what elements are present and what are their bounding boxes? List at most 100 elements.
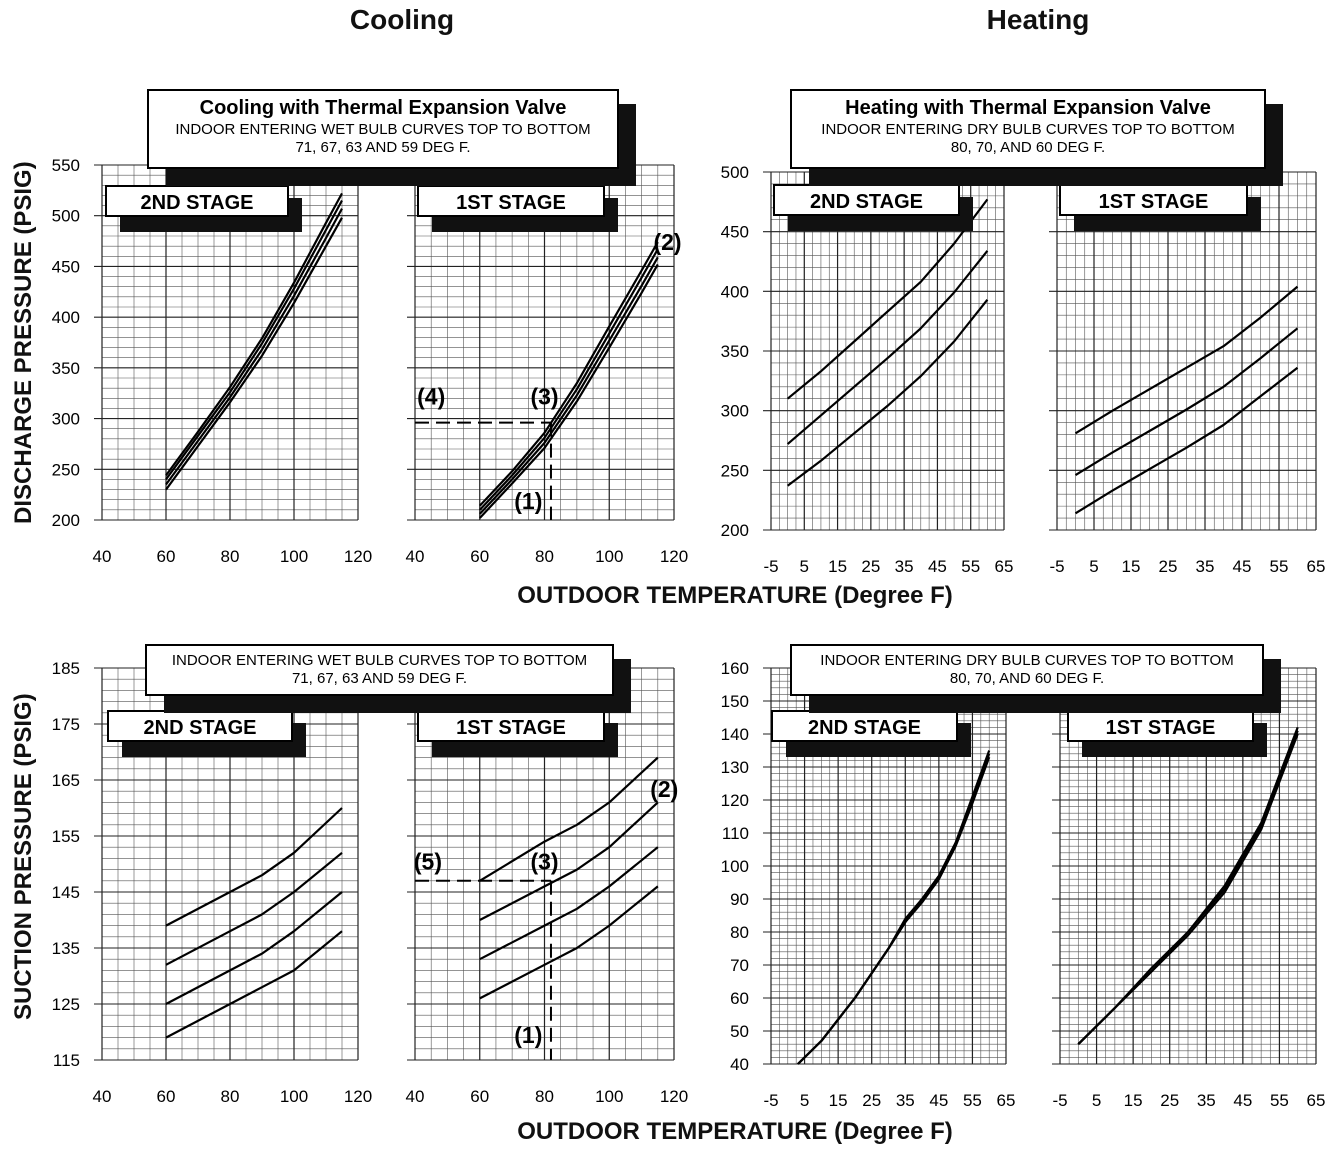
chart-subtitle: INDOOR ENTERING WET BULB CURVES TOP TO B… [172, 652, 587, 669]
x-tick-label: 120 [660, 1087, 688, 1106]
x-tick-label: 45 [929, 1091, 948, 1110]
chart-subtitle: INDOOR ENTERING DRY BULB CURVES TOP TO B… [820, 652, 1233, 669]
x-tick-label: 40 [406, 547, 425, 566]
stage-label: 2ND STAGE [808, 717, 921, 739]
y-tick-label: 400 [721, 282, 749, 301]
series-line-2 [478, 248, 659, 511]
x-tick-label: 35 [1197, 1091, 1216, 1110]
x-tick-label: 40 [406, 1087, 425, 1106]
outdoor-temp-axis-title-top: OUTDOOR TEMPERATURE (Degree F) [517, 582, 953, 609]
title-box [790, 644, 1264, 696]
y-tick-label: 500 [721, 163, 749, 182]
annotation-label: (5) [414, 849, 442, 875]
series-line-1 [479, 756, 659, 882]
y-tick-label: 40 [730, 1055, 749, 1074]
y-tick-label: 450 [721, 223, 749, 242]
x-tick-label: 55 [1270, 1091, 1289, 1110]
stage-label: 1ST STAGE [1099, 191, 1209, 213]
series-line-3 [797, 750, 991, 1065]
y-tick-label: 130 [721, 758, 749, 777]
x-tick-label: 60 [157, 547, 176, 566]
series-line-1 [1074, 285, 1299, 435]
title-box [145, 644, 614, 696]
stage-label: 1ST STAGE [1106, 717, 1216, 739]
x-tick-label: 15 [1124, 1091, 1143, 1110]
x-tick-label: 35 [1196, 557, 1215, 576]
x-tick-label: 100 [280, 547, 308, 566]
series-line-3 [786, 299, 989, 487]
chart-subtitle: 71, 67, 63 AND 59 DEG F. [292, 670, 467, 687]
y-tick-label: 135 [52, 939, 80, 958]
chart-subtitle: 80, 70, AND 60 DEG F. [950, 670, 1104, 687]
y-tick-label: 185 [52, 659, 80, 678]
y-tick-label: 250 [721, 461, 749, 480]
stage-label: 2ND STAGE [810, 191, 923, 213]
x-tick-label: 100 [595, 547, 623, 566]
x-tick-label: 100 [280, 1087, 308, 1106]
stage-label-box [1067, 710, 1254, 742]
annotation-label: (4) [417, 383, 445, 409]
x-tick-label: 80 [535, 1087, 554, 1106]
annotation-label: (2) [653, 229, 681, 255]
stage-label-box [771, 710, 958, 742]
x-tick-label: 100 [595, 1087, 623, 1106]
x-tick-label: 45 [1233, 557, 1252, 576]
x-tick-label: 60 [470, 547, 489, 566]
chart-subtitle: INDOOR ENTERING WET BULB CURVES TOP TO B… [175, 121, 590, 138]
chart-subtitle: INDOOR ENTERING DRY BULB CURVES TOP TO B… [821, 121, 1234, 138]
x-tick-label: 80 [221, 1087, 240, 1106]
chart-subtitle: 80, 70, AND 60 DEG F. [951, 139, 1105, 156]
series-line-2 [479, 801, 659, 921]
x-tick-label: 25 [861, 557, 880, 576]
x-tick-label: 65 [1307, 557, 1326, 576]
x-tick-label: 25 [862, 1091, 881, 1110]
annotation-label: (3) [530, 849, 558, 875]
x-tick-label: 80 [221, 547, 240, 566]
outdoor-temp-axis-title-bottom: OUTDOOR TEMPERATURE (Degree F) [517, 1118, 953, 1145]
stage-label-box [1059, 184, 1248, 216]
series-line-3 [1077, 727, 1299, 1045]
y-tick-label: 500 [52, 207, 80, 226]
annotation-label: (3) [530, 383, 558, 409]
stage-label: 1ST STAGE [456, 717, 566, 739]
x-tick-label: 45 [1233, 1091, 1252, 1110]
y-tick-label: 350 [721, 342, 749, 361]
y-tick-label: 155 [52, 827, 80, 846]
x-tick-label: 60 [470, 1087, 489, 1106]
x-tick-label: -5 [1049, 557, 1064, 576]
x-tick-label: 35 [896, 1091, 915, 1110]
x-tick-label: 5 [1089, 557, 1098, 576]
x-tick-label: 60 [157, 1087, 176, 1106]
y-tick-label: 50 [730, 1022, 749, 1041]
x-tick-label: 5 [800, 1091, 809, 1110]
series-line-4 [165, 217, 343, 491]
x-tick-label: 15 [1122, 557, 1141, 576]
x-tick-label: 15 [828, 557, 847, 576]
y-tick-label: 150 [721, 692, 749, 711]
x-tick-label: 40 [93, 547, 112, 566]
y-tick-label: 90 [730, 890, 749, 909]
series-line-4 [165, 930, 343, 1039]
x-tick-label: 45 [928, 557, 947, 576]
x-tick-label: 25 [1159, 557, 1178, 576]
x-tick-label: 5 [1092, 1091, 1101, 1110]
y-tick-label: 400 [52, 308, 80, 327]
x-tick-label: 65 [997, 1091, 1016, 1110]
series-line-1 [165, 807, 343, 927]
series-line-2 [165, 851, 343, 966]
chart-title: Heating with Thermal Expansion Valve [845, 97, 1211, 119]
y-tick-label: 300 [721, 402, 749, 421]
x-tick-label: 55 [1270, 557, 1289, 576]
x-tick-label: -5 [1052, 1091, 1067, 1110]
y-tick-label: 160 [721, 659, 749, 678]
y-tick-label: 200 [721, 521, 749, 540]
series-line-4 [479, 885, 659, 1000]
y-tick-label: 145 [52, 883, 80, 902]
series-line-2 [165, 199, 343, 481]
y-tick-label: 60 [730, 989, 749, 1008]
y-tick-label: 70 [730, 956, 749, 975]
x-tick-label: 120 [660, 547, 688, 566]
title-box [790, 89, 1266, 169]
series-line-3 [165, 891, 343, 1005]
y-tick-label: 120 [721, 791, 749, 810]
